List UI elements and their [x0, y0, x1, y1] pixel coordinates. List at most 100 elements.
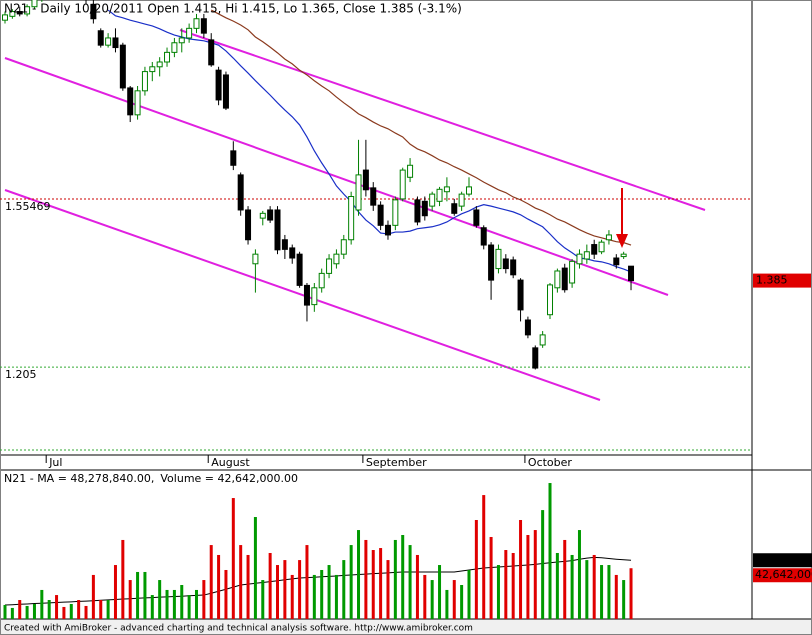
- candle-body: [318, 272, 325, 289]
- chart-title: N21 - Daily 10/20/2011 Open 1.415, Hi 1.…: [4, 2, 462, 16]
- candle-body: [149, 66, 156, 73]
- volume-bar: [504, 550, 508, 619]
- volume-bar: [474, 519, 478, 619]
- volume-bar: [430, 580, 434, 619]
- candle-body: [605, 234, 612, 241]
- candle-body: [141, 71, 148, 92]
- candle-body: [16, 11, 23, 15]
- moving-average: [107, 9, 632, 273]
- volume-bar: [393, 539, 397, 619]
- candle-body: [628, 265, 635, 282]
- candle-body: [267, 209, 274, 221]
- candle-body: [510, 259, 517, 276]
- candle-body: [370, 187, 377, 206]
- volume-bar: [136, 571, 140, 619]
- value-boxes: 48,278,840.00 42,642,000.00: [753, 553, 812, 583]
- volume-bar: [386, 560, 390, 619]
- candle-body: [200, 18, 207, 34]
- volume-bar: [555, 552, 559, 619]
- candle-body: [591, 244, 598, 255]
- candle-body: [465, 186, 472, 195]
- volume-pane: [3, 483, 633, 619]
- volume-bar: [172, 589, 176, 619]
- candle-body: [237, 174, 244, 211]
- volume-bar: [3, 604, 7, 619]
- candle-body: [97, 30, 104, 46]
- volume-bar: [364, 539, 368, 619]
- last-price-box: [753, 273, 811, 288]
- candle-body: [193, 18, 200, 29]
- candle-body: [340, 239, 347, 255]
- volume-bar: [121, 539, 125, 619]
- volume-bar: [607, 565, 611, 619]
- last-value-box: [753, 568, 812, 583]
- volume-bar: [342, 560, 346, 619]
- volume-bar: [18, 600, 22, 619]
- volume-bar: [320, 569, 324, 619]
- candle-body: [24, 6, 31, 15]
- volume-bar: [217, 554, 221, 619]
- volume-bar: [298, 560, 302, 619]
- volume-bar: [622, 580, 626, 619]
- candle-body: [303, 284, 310, 306]
- volume-bar: [187, 595, 191, 619]
- volume-bar: [371, 550, 375, 619]
- volume-bar: [614, 574, 618, 619]
- candle-body: [164, 51, 171, 63]
- candle-body: [392, 199, 399, 226]
- price-pane: [0, 0, 752, 451]
- candle-body: [119, 44, 126, 89]
- volume-bar: [47, 600, 51, 619]
- volume-bar: [150, 595, 154, 619]
- volume-bar: [62, 606, 66, 619]
- volume-bar: [563, 539, 567, 619]
- volume-bar: [467, 569, 471, 619]
- volume-bar: [445, 589, 449, 619]
- candle-body: [289, 247, 296, 259]
- volume-bar: [423, 574, 427, 619]
- volume-bar: [600, 565, 604, 619]
- x-tick-label: September: [366, 456, 427, 469]
- volume-bar: [629, 568, 633, 619]
- candle-body: [171, 42, 178, 53]
- candle-body: [532, 347, 539, 369]
- candle-body: [208, 39, 215, 66]
- candle-body: [458, 193, 465, 207]
- candle-body: [105, 37, 112, 46]
- candle-body: [355, 174, 362, 211]
- volume-bar: [570, 554, 574, 619]
- volume-bar: [379, 548, 383, 619]
- candle-body: [333, 253, 340, 265]
- candle-body: [281, 239, 288, 250]
- volume-bar: [577, 530, 581, 619]
- volume-bar: [55, 595, 59, 619]
- candle-body: [384, 224, 391, 236]
- volume-bar: [496, 565, 500, 619]
- volume-bar: [592, 554, 596, 619]
- candle-body: [539, 334, 546, 346]
- candle-body: [90, 3, 97, 20]
- candle-body: [348, 196, 355, 241]
- volume-bar: [32, 603, 36, 619]
- candle-body: [326, 258, 333, 274]
- volume-bar: [511, 552, 515, 619]
- volume-bar: [305, 545, 309, 619]
- volume-bar: [40, 589, 44, 619]
- volume-bar: [533, 530, 537, 619]
- volume-bar: [312, 574, 316, 619]
- volume-bar: [482, 495, 486, 619]
- channel-line: [4, 57, 669, 296]
- volume-bar: [334, 574, 338, 619]
- volume-bar: [283, 560, 287, 619]
- volume-bar: [25, 605, 29, 619]
- volume-bar: [526, 535, 530, 619]
- candle-body: [399, 169, 406, 200]
- last-value-box: [753, 553, 812, 568]
- candle-body: [245, 209, 252, 241]
- volume-bar: [327, 565, 331, 619]
- candle-body: [414, 199, 421, 223]
- candle-body: [620, 253, 627, 258]
- last-value-label: 48,278,840.00: [755, 553, 812, 566]
- x-tick-label: August: [211, 456, 250, 469]
